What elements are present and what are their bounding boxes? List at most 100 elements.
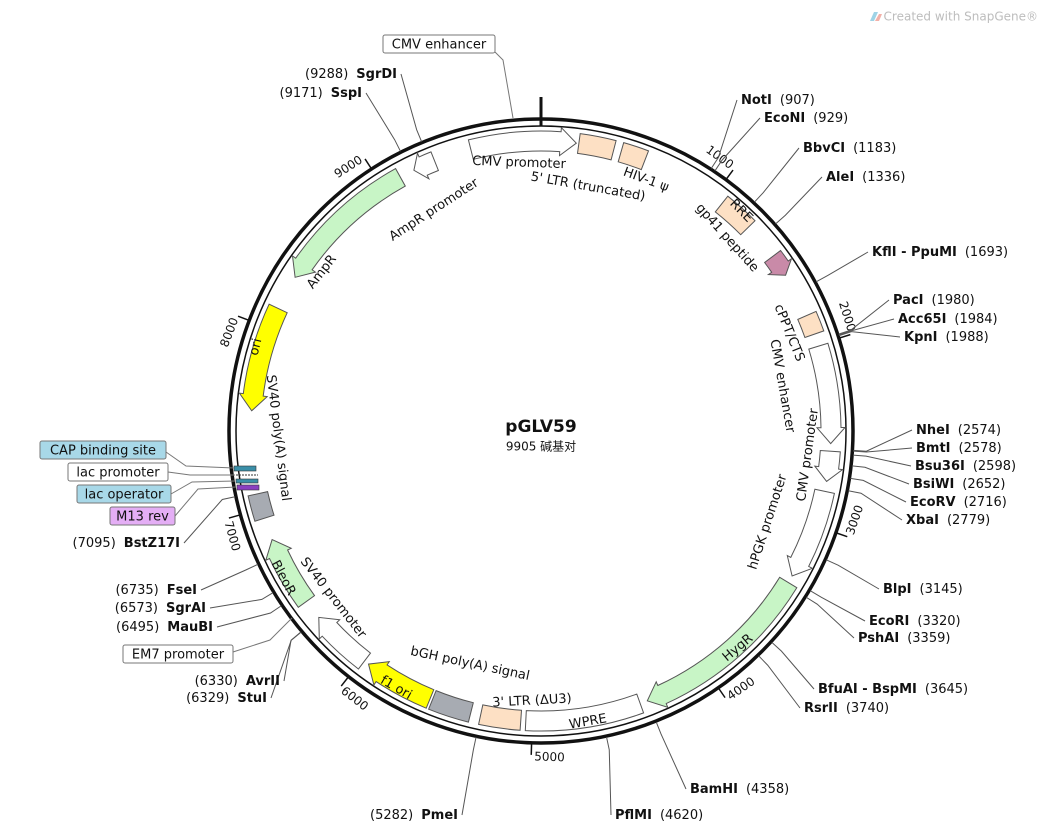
enzyme-label: (7095) BstZ17I bbox=[73, 536, 180, 551]
enzyme-position: (4358) bbox=[746, 782, 789, 797]
enzyme-label: (6735)FseI bbox=[115, 583, 197, 598]
enzyme-name: XbaI bbox=[906, 513, 939, 528]
enzyme-label: PacI(1980) bbox=[893, 293, 975, 308]
enzyme-position: (5282) bbox=[370, 808, 413, 823]
enzyme-name: PmeI bbox=[421, 808, 458, 823]
tick-label: 7000 bbox=[222, 519, 244, 552]
lac-operator-mark bbox=[236, 479, 258, 483]
enzyme-leader bbox=[853, 430, 912, 451]
tick-label: 3000 bbox=[843, 503, 866, 536]
plasmid-length: 9905 碱基对 bbox=[506, 440, 576, 454]
enzyme-name: BamHI bbox=[690, 782, 738, 797]
enzyme-name: PshAI bbox=[858, 631, 899, 646]
m13-rev-mark bbox=[237, 485, 259, 490]
callout-leader bbox=[233, 618, 292, 652]
enzyme-label: XbaI (2779) bbox=[906, 513, 990, 528]
enzyme-position: (6573) bbox=[115, 601, 158, 616]
enzyme-label: EcoNI(929) bbox=[764, 111, 848, 126]
enzyme-name: FseI bbox=[167, 583, 197, 598]
enzyme-leader bbox=[806, 597, 854, 638]
enzyme-name: BstZ17I bbox=[124, 536, 180, 551]
feature bbox=[798, 311, 824, 337]
feature-label: hPGK promoter bbox=[746, 472, 791, 572]
lac-features bbox=[234, 466, 259, 490]
callout-leader bbox=[166, 452, 234, 468]
enzyme-position: (3740) bbox=[846, 701, 889, 716]
enzyme-position: (2652) bbox=[962, 477, 1005, 492]
enzyme-leader bbox=[772, 642, 814, 689]
enzyme-name: SgrDI bbox=[356, 67, 397, 82]
feature bbox=[248, 492, 274, 522]
enzyme-label: PshAI(3359) bbox=[858, 631, 950, 646]
callout-leader bbox=[495, 52, 513, 118]
enzyme-name: Acc65I bbox=[898, 312, 946, 327]
enzyme-label: (6495)MauBI bbox=[116, 620, 213, 635]
enzyme-label: AleI (1336) bbox=[826, 170, 905, 185]
enzyme-label: (9288)SgrDI bbox=[305, 67, 397, 82]
enzyme-name: KpnI bbox=[904, 330, 937, 345]
feature bbox=[647, 577, 797, 707]
enzyme-label: BlpI(3145) bbox=[883, 582, 963, 597]
enzyme-label: PflMI(4620) bbox=[615, 808, 703, 823]
tick-label: 8000 bbox=[217, 316, 241, 350]
enzyme-label: (6573)SgrAI bbox=[115, 601, 206, 616]
cap-site-mark bbox=[234, 466, 256, 471]
tick-mark bbox=[229, 515, 241, 518]
enzyme-name: AleI bbox=[826, 170, 854, 185]
enzyme-leader bbox=[210, 593, 273, 608]
enzyme-label: BamHI (4358) bbox=[690, 782, 789, 797]
enzyme-name: EcoRI bbox=[869, 614, 909, 629]
feature-label: 3' LTR (ΔU3) bbox=[492, 691, 572, 710]
enzyme-name: EcoNI bbox=[764, 111, 805, 126]
enzyme-leader bbox=[284, 632, 301, 681]
enzyme-position: (2716) bbox=[964, 495, 1007, 510]
enzyme-position: (1984) bbox=[954, 312, 997, 327]
feature bbox=[787, 489, 834, 576]
enzyme-name: EcoRV bbox=[910, 495, 956, 510]
enzyme-leader bbox=[853, 448, 912, 452]
enzyme-leader bbox=[217, 606, 281, 627]
enzyme-position: (2574) bbox=[958, 423, 1001, 438]
feature bbox=[618, 143, 648, 170]
tick-mark bbox=[718, 688, 725, 698]
enzyme-position: (907) bbox=[780, 93, 815, 108]
callout-label: lac operator bbox=[85, 488, 164, 503]
enzyme-leader bbox=[462, 737, 476, 815]
feature-label: CMV promoter bbox=[472, 154, 567, 172]
enzyme-label: Acc65I (1984) bbox=[898, 312, 998, 327]
enzyme-leader bbox=[816, 252, 868, 282]
enzyme-name: MauBI bbox=[167, 620, 213, 635]
enzyme-label: (5282) PmeI bbox=[370, 808, 458, 823]
feature bbox=[765, 251, 792, 276]
enzyme-name: BfuAI - BspMI bbox=[818, 682, 917, 697]
watermark-icon bbox=[870, 12, 882, 21]
enzyme-position: (6330) bbox=[195, 674, 238, 689]
enzyme-name: BsiWI bbox=[913, 477, 954, 492]
enzyme-leader bbox=[852, 466, 909, 484]
enzyme-leader bbox=[850, 478, 906, 502]
enzyme-label: NotI(907) bbox=[741, 93, 815, 108]
enzyme-position: (1980) bbox=[932, 293, 975, 308]
callout-leader bbox=[168, 472, 235, 475]
enzyme-leader bbox=[401, 74, 422, 142]
enzyme-leader bbox=[839, 332, 900, 337]
callout-label: M13 rev bbox=[116, 510, 169, 525]
enzyme-name: NheI bbox=[916, 423, 950, 438]
enzyme-label: KflI - PpuMI(1693) bbox=[872, 245, 1008, 260]
enzyme-position: (2779) bbox=[947, 513, 990, 528]
enzyme-name: StuI bbox=[237, 691, 267, 706]
enzyme-leader bbox=[776, 177, 822, 224]
enzyme-name: SspI bbox=[331, 86, 362, 101]
enzyme-position: (1336) bbox=[862, 170, 905, 185]
enzyme-name: PflMI bbox=[615, 808, 652, 823]
tick-mark bbox=[365, 159, 372, 169]
enzyme-name: RsrII bbox=[804, 701, 838, 716]
enzyme-position: (3145) bbox=[920, 582, 963, 597]
enzyme-position: (7095) bbox=[73, 536, 116, 551]
enzyme-label: BfuAI - BspMI(3645) bbox=[818, 682, 968, 697]
enzyme-position: (1693) bbox=[965, 245, 1008, 260]
enzyme-label: RsrII (3740) bbox=[804, 701, 889, 716]
enzyme-leader bbox=[754, 148, 799, 202]
feature bbox=[414, 152, 439, 179]
